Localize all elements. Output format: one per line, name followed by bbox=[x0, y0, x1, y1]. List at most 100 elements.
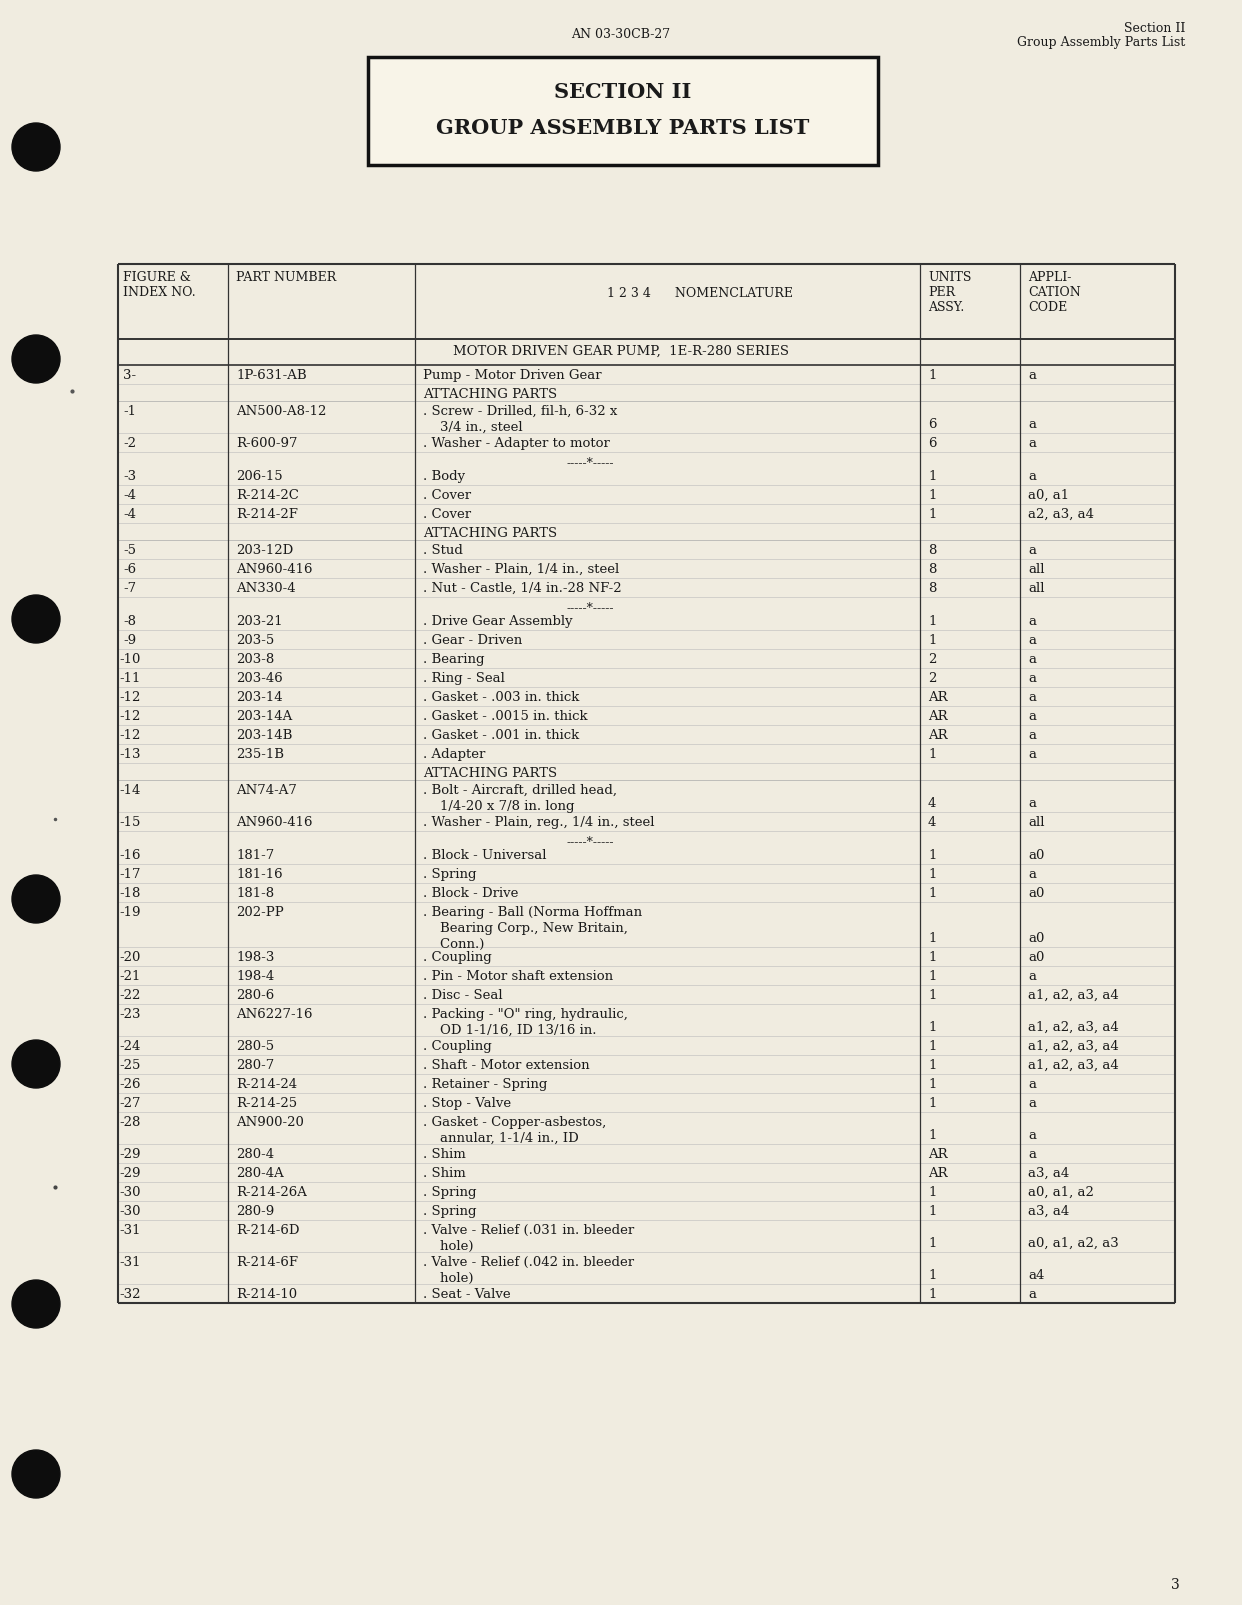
Text: 203-14: 203-14 bbox=[236, 690, 283, 703]
Text: -32: -32 bbox=[119, 1287, 140, 1300]
Text: 1: 1 bbox=[928, 1204, 936, 1217]
Text: -4: -4 bbox=[123, 507, 137, 520]
Text: all: all bbox=[1028, 581, 1045, 594]
Text: 1: 1 bbox=[928, 634, 936, 647]
Text: AR: AR bbox=[928, 729, 948, 742]
Text: -1: -1 bbox=[123, 404, 137, 417]
Text: Section II: Section II bbox=[1124, 22, 1185, 35]
Text: . Bearing: . Bearing bbox=[424, 653, 484, 666]
Text: 4: 4 bbox=[928, 796, 936, 809]
Text: 181-7: 181-7 bbox=[236, 849, 274, 862]
Text: -31: -31 bbox=[119, 1255, 140, 1268]
Text: -15: -15 bbox=[119, 815, 140, 828]
Text: a: a bbox=[1028, 1096, 1036, 1109]
Text: -2: -2 bbox=[123, 437, 137, 449]
Text: 1P-631-AB: 1P-631-AB bbox=[236, 369, 307, 382]
Text: AN960-416: AN960-416 bbox=[236, 815, 313, 828]
Text: a: a bbox=[1028, 369, 1036, 382]
Text: R-214-24: R-214-24 bbox=[236, 1077, 297, 1090]
Text: . Body: . Body bbox=[424, 470, 465, 483]
Text: AN74-A7: AN74-A7 bbox=[236, 783, 297, 796]
Text: 1: 1 bbox=[928, 1236, 936, 1249]
Text: . Valve - Relief (.042 in. bleeder
    hole): . Valve - Relief (.042 in. bleeder hole) bbox=[424, 1255, 635, 1284]
Text: R-214-6F: R-214-6F bbox=[236, 1255, 298, 1268]
Text: a: a bbox=[1028, 709, 1036, 722]
Text: a0: a0 bbox=[1028, 849, 1045, 862]
Text: . Screw - Drilled, fil-h, 6-32 x
    3/4 in., steel: . Screw - Drilled, fil-h, 6-32 x 3/4 in.… bbox=[424, 404, 617, 433]
Text: -30: -30 bbox=[119, 1204, 140, 1217]
Text: AN 03-30CB-27: AN 03-30CB-27 bbox=[571, 27, 671, 42]
Text: -18: -18 bbox=[119, 886, 140, 899]
Text: R-214-2F: R-214-2F bbox=[236, 507, 298, 520]
Text: a: a bbox=[1028, 748, 1036, 761]
Text: 1: 1 bbox=[928, 1021, 936, 1034]
Text: 3-: 3- bbox=[123, 369, 137, 382]
Text: R-214-2C: R-214-2C bbox=[236, 488, 299, 502]
Text: 1: 1 bbox=[928, 1096, 936, 1109]
Text: a: a bbox=[1028, 615, 1036, 628]
Text: -27: -27 bbox=[119, 1096, 140, 1109]
Text: . Spring: . Spring bbox=[424, 1184, 477, 1199]
Text: 1: 1 bbox=[928, 1128, 936, 1141]
Text: -22: -22 bbox=[119, 989, 140, 1002]
Text: -17: -17 bbox=[119, 867, 140, 881]
Text: a4: a4 bbox=[1028, 1268, 1045, 1281]
Text: 181-8: 181-8 bbox=[236, 886, 274, 899]
Text: a1, a2, a3, a4: a1, a2, a3, a4 bbox=[1028, 1021, 1119, 1034]
Text: 1: 1 bbox=[928, 1184, 936, 1199]
Text: . Washer - Adapter to motor: . Washer - Adapter to motor bbox=[424, 437, 610, 449]
Text: -----*-----: -----*----- bbox=[566, 835, 614, 847]
Text: 1: 1 bbox=[928, 1077, 936, 1090]
Text: -4: -4 bbox=[123, 488, 137, 502]
Text: a: a bbox=[1028, 1077, 1036, 1090]
Text: all: all bbox=[1028, 563, 1045, 576]
Text: Group Assembly Parts List: Group Assembly Parts List bbox=[1017, 35, 1185, 50]
Text: 1: 1 bbox=[928, 989, 936, 1002]
Text: AN500-A8-12: AN500-A8-12 bbox=[236, 404, 327, 417]
Text: -9: -9 bbox=[123, 634, 137, 647]
Text: 203-12D: 203-12D bbox=[236, 544, 293, 557]
Text: 280-5: 280-5 bbox=[236, 1040, 274, 1053]
Text: -20: -20 bbox=[119, 950, 140, 963]
Text: 1: 1 bbox=[928, 1268, 936, 1281]
Text: a1, a2, a3, a4: a1, a2, a3, a4 bbox=[1028, 1040, 1119, 1053]
Text: R-214-26A: R-214-26A bbox=[236, 1184, 307, 1199]
Text: . Block - Drive: . Block - Drive bbox=[424, 886, 518, 899]
Text: . Block - Universal: . Block - Universal bbox=[424, 849, 546, 862]
Text: -29: -29 bbox=[119, 1148, 140, 1160]
Text: ATTACHING PARTS: ATTACHING PARTS bbox=[424, 526, 558, 539]
Text: 203-46: 203-46 bbox=[236, 671, 283, 685]
Text: a0, a1: a0, a1 bbox=[1028, 488, 1069, 502]
Text: a0, a1, a2: a0, a1, a2 bbox=[1028, 1184, 1094, 1199]
Text: R-214-6D: R-214-6D bbox=[236, 1223, 299, 1236]
Text: 1: 1 bbox=[928, 849, 936, 862]
Text: . Disc - Seal: . Disc - Seal bbox=[424, 989, 503, 1002]
Text: -19: -19 bbox=[119, 905, 140, 918]
Text: 1 2 3 4      NOMENCLATURE: 1 2 3 4 NOMENCLATURE bbox=[607, 287, 792, 300]
Text: -21: -21 bbox=[119, 969, 140, 982]
Text: -12: -12 bbox=[119, 690, 140, 703]
Text: 1: 1 bbox=[928, 615, 936, 628]
Text: MOTOR DRIVEN GEAR PUMP,  1E-R-280 SERIES: MOTOR DRIVEN GEAR PUMP, 1E-R-280 SERIES bbox=[453, 345, 789, 358]
Text: -25: -25 bbox=[119, 1058, 140, 1071]
Text: 2: 2 bbox=[928, 653, 936, 666]
Text: a: a bbox=[1028, 1128, 1036, 1141]
Text: 8: 8 bbox=[928, 563, 936, 576]
Text: -6: -6 bbox=[123, 563, 137, 576]
Text: a1, a2, a3, a4: a1, a2, a3, a4 bbox=[1028, 989, 1119, 1002]
Text: 1: 1 bbox=[928, 1058, 936, 1071]
Text: 198-3: 198-3 bbox=[236, 950, 274, 963]
Text: R-214-25: R-214-25 bbox=[236, 1096, 297, 1109]
Text: 1: 1 bbox=[928, 1287, 936, 1300]
Text: 280-6: 280-6 bbox=[236, 989, 274, 1002]
Text: 8: 8 bbox=[928, 544, 936, 557]
Text: a: a bbox=[1028, 729, 1036, 742]
Circle shape bbox=[12, 124, 60, 172]
Text: a0, a1, a2, a3: a0, a1, a2, a3 bbox=[1028, 1236, 1119, 1249]
Text: 2: 2 bbox=[928, 671, 936, 685]
Text: . Seat - Valve: . Seat - Valve bbox=[424, 1287, 510, 1300]
Text: ATTACHING PARTS: ATTACHING PARTS bbox=[424, 388, 558, 401]
Text: FIGURE &
INDEX NO.: FIGURE & INDEX NO. bbox=[123, 271, 196, 299]
Text: . Adapter: . Adapter bbox=[424, 748, 486, 761]
Text: -12: -12 bbox=[119, 729, 140, 742]
